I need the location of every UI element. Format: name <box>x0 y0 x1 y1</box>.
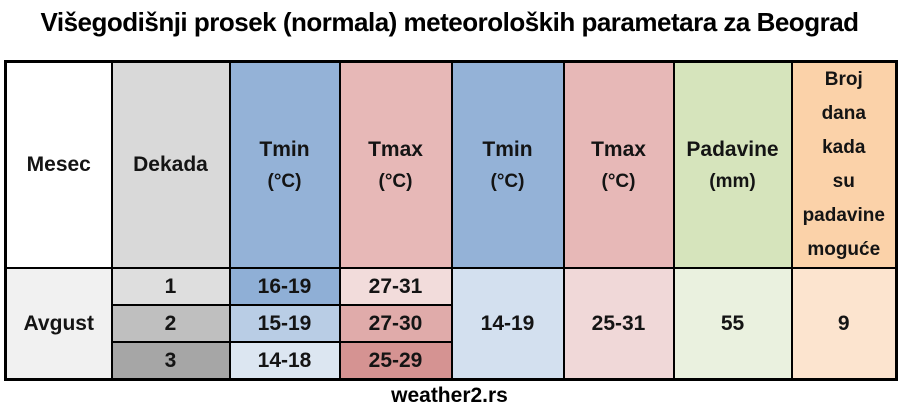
col-header-mesec: Mesec <box>4 60 113 269</box>
col-header-tmax-label: Tmax <box>368 137 423 161</box>
page-title: Višegodišnji prosek (normala) meteorološ… <box>40 7 859 37</box>
col-header-padavine: Padavine (mm) <box>672 60 793 269</box>
cell-padavine-monthly: 55 <box>672 267 793 381</box>
table-row-dekada-3: 3 14-18 25-29 <box>6 341 897 381</box>
weather-normals-table: Mesec Dekada Tmin (°C) Tmax (°C) Tmin (°… <box>4 60 898 381</box>
cell-tmax-dekada-3: 25-29 <box>338 341 453 381</box>
col-header-tmin-mesecni: Tmin (°C) <box>450 60 565 269</box>
cell-tmin-dekada-2: 15-19 <box>228 304 341 343</box>
cell-tmin-monthly: 14-19 <box>450 267 565 381</box>
col-header-broj-dana-label: Broj dana kada su padavine moguće <box>802 69 885 260</box>
table-header-row: Mesec Dekada Tmin (°C) Tmax (°C) Tmin (°… <box>4 60 898 269</box>
col-header-padavine-label: Padavine <box>686 137 779 161</box>
col-header-dekada: Dekada <box>110 60 231 269</box>
col-header-tmax-mesecni: Tmax (°C) <box>562 60 675 269</box>
col-header-tmax-monthly-label: Tmax <box>591 137 646 161</box>
cell-month: Avgust <box>4 267 113 381</box>
col-header-tmax-monthly-unit: (°C) <box>601 170 636 192</box>
col-header-tmax-unit: (°C) <box>378 170 413 192</box>
cell-tmin-dekada-1: 16-19 <box>228 267 341 306</box>
col-header-tmin-monthly-unit: (°C) <box>490 170 525 192</box>
col-header-tmin-monthly-label: Tmin <box>482 137 533 161</box>
cell-dekada-3: 3 <box>110 341 231 381</box>
cell-tmax-dekada-1: 27-31 <box>338 267 453 306</box>
col-header-tmin-unit: (°C) <box>267 170 302 192</box>
cell-tmin-dekada-3: 14-18 <box>228 341 341 381</box>
table-row-dekada-2: 2 15-19 27-30 <box>6 304 897 343</box>
col-header-tmax-dekadni: Tmax (°C) <box>338 60 453 269</box>
col-header-tmin-dekadni: Tmin (°C) <box>228 60 341 269</box>
table-row-dekada-1: Avgust 1 16-19 27-31 14-19 25-31 55 9 <box>4 267 898 381</box>
col-header-padavine-unit: (mm) <box>709 170 756 192</box>
cell-dekada-1: 1 <box>110 267 231 306</box>
cell-broj-dana-monthly: 9 <box>790 267 898 381</box>
cell-tmax-monthly: 25-31 <box>562 267 675 381</box>
col-header-tmin-label: Tmin <box>259 137 310 161</box>
source-watermark: weather2.rs <box>391 384 508 407</box>
col-header-broj-dana: Broj dana kada su padavine moguće <box>790 60 898 269</box>
cell-dekada-2: 2 <box>110 304 231 343</box>
cell-tmax-dekada-2: 27-30 <box>338 304 453 343</box>
